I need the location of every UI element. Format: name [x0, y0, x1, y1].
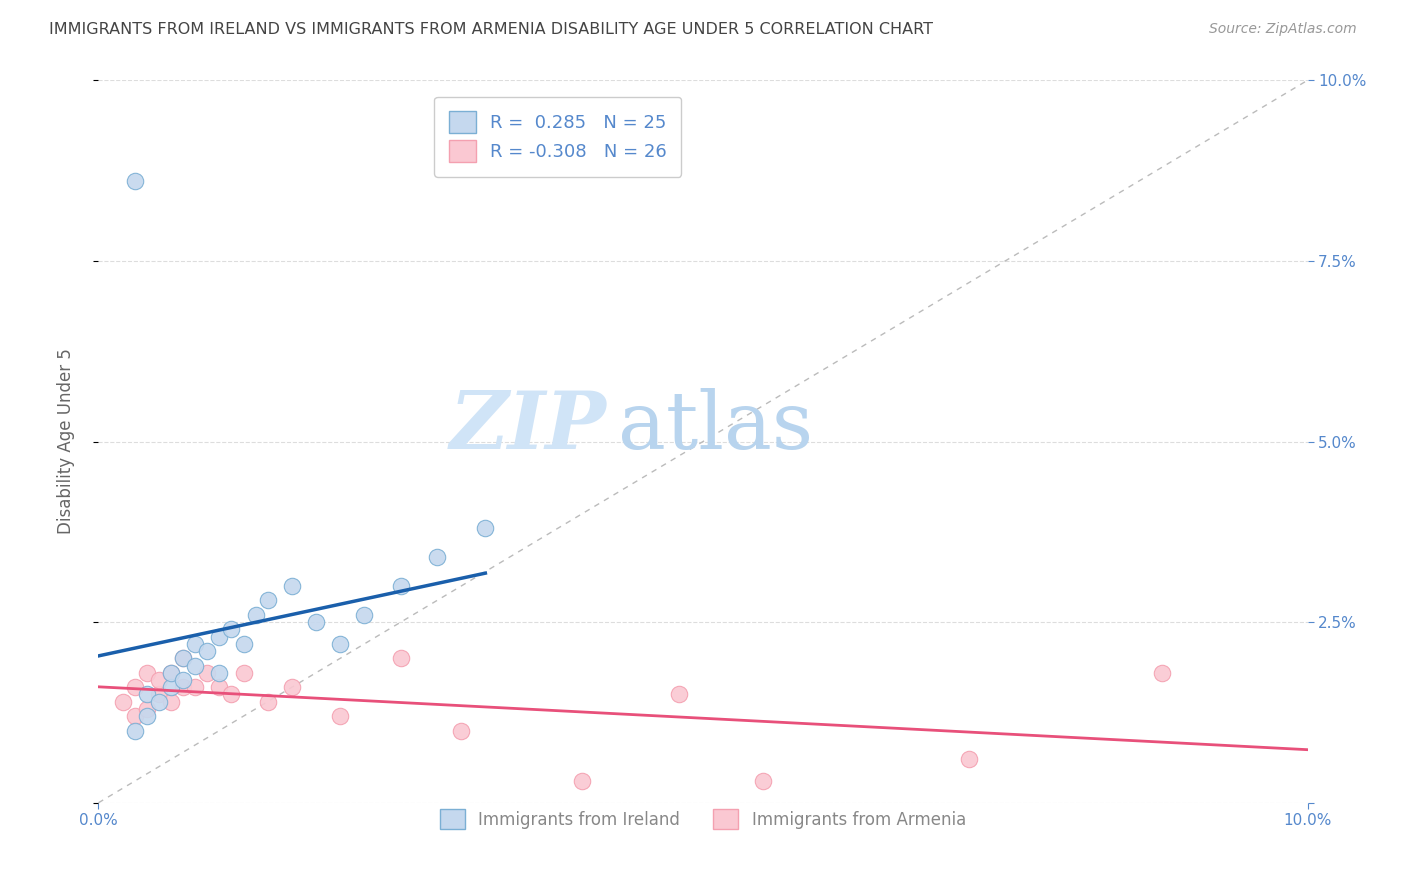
Text: atlas: atlas	[619, 388, 814, 467]
Point	[1152, 665, 1174, 680]
Point	[208, 665, 231, 680]
Point	[221, 687, 243, 701]
Point	[184, 637, 207, 651]
Point	[668, 687, 690, 701]
Point	[389, 651, 412, 665]
Point	[160, 695, 183, 709]
Point	[426, 550, 449, 565]
Point	[111, 695, 134, 709]
Point	[389, 579, 412, 593]
Point	[281, 579, 304, 593]
Point	[256, 695, 278, 709]
Point	[184, 658, 207, 673]
Legend: Immigrants from Ireland, Immigrants from Armenia: Immigrants from Ireland, Immigrants from…	[432, 801, 974, 838]
Text: IMMIGRANTS FROM IRELAND VS IMMIGRANTS FROM ARMENIA DISABILITY AGE UNDER 5 CORREL: IMMIGRANTS FROM IRELAND VS IMMIGRANTS FR…	[49, 22, 934, 37]
Point	[184, 680, 207, 694]
Point	[232, 665, 254, 680]
Point	[148, 687, 170, 701]
Point	[160, 665, 183, 680]
Point	[195, 644, 218, 658]
Point	[135, 665, 157, 680]
Point	[135, 687, 157, 701]
Point	[245, 607, 267, 622]
Point	[195, 665, 218, 680]
Point	[135, 702, 157, 716]
Point	[474, 521, 496, 535]
Point	[208, 630, 231, 644]
Point	[221, 623, 243, 637]
Point	[148, 673, 170, 687]
Point	[571, 774, 593, 789]
Point	[160, 680, 183, 694]
Point	[172, 651, 194, 665]
Point	[329, 709, 352, 723]
Point	[232, 637, 254, 651]
Point	[353, 607, 375, 622]
Text: Source: ZipAtlas.com: Source: ZipAtlas.com	[1209, 22, 1357, 37]
Point	[957, 752, 980, 766]
Point	[124, 174, 146, 188]
Point	[124, 709, 146, 723]
Point	[160, 665, 183, 680]
Point	[329, 637, 352, 651]
Point	[124, 680, 146, 694]
Point	[172, 651, 194, 665]
Point	[208, 680, 231, 694]
Point	[281, 680, 304, 694]
Point	[752, 774, 775, 789]
Point	[135, 709, 157, 723]
Y-axis label: Disability Age Under 5: Disability Age Under 5	[56, 349, 75, 534]
Point	[124, 723, 146, 738]
Point	[305, 615, 328, 630]
Point	[256, 593, 278, 607]
Text: ZIP: ZIP	[450, 388, 606, 466]
Point	[172, 680, 194, 694]
Point	[450, 723, 472, 738]
Point	[172, 673, 194, 687]
Point	[148, 695, 170, 709]
